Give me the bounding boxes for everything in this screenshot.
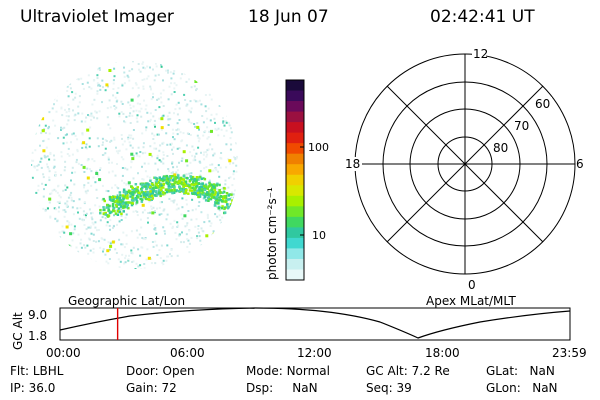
colorbar-swatch [286, 90, 304, 102]
x-tick-0000: 00:00 [46, 346, 81, 360]
colorbar-swatch [286, 216, 304, 228]
x-tick-2359: 23:59 [552, 346, 587, 360]
colorbar-swatch [286, 80, 304, 92]
status-mode: Mode: Normal [246, 364, 330, 378]
colorbar-unit-label: photon cm⁻²s⁻¹ [265, 187, 279, 280]
status-filter: Flt: LBHL [10, 364, 64, 378]
colorbar-swatch [286, 174, 304, 186]
polar-grid: 12 18 6 0 60 70 80 [344, 46, 586, 292]
colorbar-swatch [286, 269, 304, 281]
time-label: 02:42:41 UT [430, 7, 535, 27]
page-title: Ultraviolet Imager [20, 7, 174, 27]
uv-image-pixels [31, 61, 239, 269]
y-tick-1-8: 1.8 [28, 329, 47, 343]
status-glat: GLat: NaN [486, 364, 555, 378]
colorbar-swatch [286, 111, 304, 123]
status-seq: Seq: 39 [366, 381, 412, 395]
colorbar-frame [285, 79, 305, 281]
date-label: 18 Jun 07 [248, 7, 329, 27]
polar-label-bottom: 0 [468, 278, 476, 292]
polar-label-right: 6 [576, 157, 584, 171]
colorbar-swatch [286, 237, 304, 249]
colorbar-swatch [286, 132, 304, 144]
gc-alt-axis-label: GC Alt [11, 312, 25, 350]
colorbar-swatch [286, 248, 304, 260]
colorbar: 100 10 photon cm⁻²s⁻¹ [265, 79, 329, 281]
status-glon: GLon: NaN [486, 381, 558, 395]
uv-image-disk [31, 61, 239, 269]
lat-label-70: 70 [514, 119, 529, 133]
status-gc-alt: GC Alt: 7.2 Re [366, 364, 450, 378]
colorbar-gradient [286, 80, 304, 281]
status-dsp: Dsp: NaN [246, 381, 318, 395]
plot-frame [59, 307, 571, 341]
lat-label-60: 60 [535, 97, 550, 111]
colorbar-swatch [286, 195, 304, 207]
altitude-plot: GC Alt 9.0 1.8 [11, 307, 571, 350]
colorbar-swatch [286, 206, 304, 218]
lat-label-80: 80 [493, 141, 508, 155]
status-ip: IP: 36.0 [10, 381, 56, 395]
colorbar-swatch [286, 122, 304, 134]
polar-label-left: 18 [345, 157, 360, 171]
colorbar-swatch [286, 227, 304, 239]
colorbar-swatch [286, 185, 304, 197]
polar-label-top: 12 [473, 47, 488, 61]
x-tick-0600: 06:00 [170, 346, 205, 360]
altitude-curve [59, 307, 571, 339]
colorbar-tick-10: 10 [312, 229, 326, 242]
colorbar-swatch [286, 101, 304, 113]
colorbar-tick-100: 100 [308, 141, 329, 154]
geo-latlon-title: Geographic Lat/Lon [68, 294, 186, 308]
apex-mlat-title: Apex MLat/MLT [426, 294, 516, 308]
y-tick-9: 9.0 [28, 308, 47, 322]
colorbar-swatch [286, 153, 304, 165]
x-tick-1200: 12:00 [297, 346, 332, 360]
status-gain: Gain: 72 [126, 381, 177, 395]
x-tick-1800: 18:00 [425, 346, 460, 360]
colorbar-swatch [286, 143, 304, 155]
colorbar-swatch [286, 258, 304, 270]
status-door: Door: Open [126, 364, 195, 378]
colorbar-swatch [286, 164, 304, 176]
